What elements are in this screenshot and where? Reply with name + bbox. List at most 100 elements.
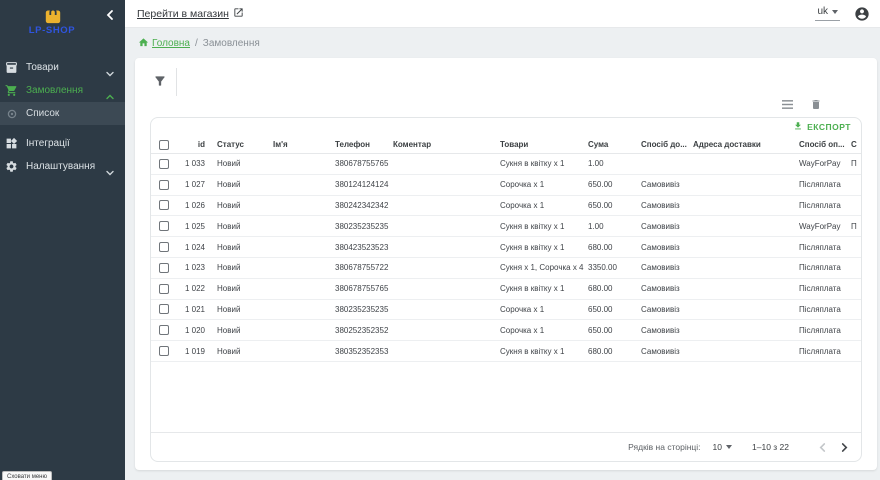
column-header-status[interactable]: Статус [217,140,244,149]
cell-delivery_method: Самовивіз [641,200,680,210]
chevron-down-icon [106,163,114,181]
row-checkbox[interactable] [159,158,169,169]
column-header-goods[interactable]: Товари [500,140,529,149]
table-row[interactable]: 1 020 Новий 380252352352 Сорочка x 1 650.00 С… [151,320,861,342]
table-row[interactable]: 1 021 Новий 380235235235 Сорочка x 1 650.00 С… [151,300,861,321]
cell-sum: 1.00 [588,159,604,169]
account-icon[interactable] [854,6,870,22]
cell-sum: 650.00 [588,200,613,210]
sidebar-item-integrations[interactable]: Інтеграції [0,132,125,155]
cell-phone: 380423523523 [335,242,389,252]
brand-name: LP-SHOP [28,25,76,36]
row-checkbox[interactable] [159,262,169,273]
pagination: Рядків на сторінці: 10 1–10 з 22 [151,432,861,461]
cell-payment_method: Післяплата [799,200,841,210]
column-header-delivery_address[interactable]: Адреса доставки [693,140,761,149]
checkbox-cell [151,221,179,232]
checkbox-cell [151,304,179,315]
table-row[interactable]: 1 019 Новий 380352352353 Сукня в квітку x 1… [151,341,861,362]
row-checkbox[interactable] [159,221,169,232]
table-row[interactable]: 1 024 Новий 380423523523 Сукня в квітку x 1… [151,237,861,258]
sidebar-item-products[interactable]: Товари [0,56,125,79]
sidebar-item-orders[interactable]: Замовлення [0,79,125,102]
table-row[interactable]: 1 033 Новий 380678755765 Сукня в квітку x 1… [151,154,861,175]
cell-status: Новий [217,159,241,169]
table-actions [781,98,822,111]
cell-status: Новий [217,304,241,314]
cell-sum: 680.00 [588,346,613,356]
column-header-comment[interactable]: Коментар [393,140,432,149]
cell-delivery_method: Самовивіз [641,221,680,231]
table-empty-space [151,362,861,432]
checkbox-cell [151,325,179,336]
export-button[interactable]: ЕКСПОРТ [789,119,855,135]
table-header-row: id Статус Ім'я Телефон Коментар Товари Сума Спо… [151,136,861,154]
table-row[interactable]: 1 026 Новий 380242342342 Сорочка x 1 650.00 С… [151,196,861,217]
filter-icon[interactable] [153,74,169,90]
row-checkbox[interactable] [159,283,169,294]
next-page-button[interactable] [837,440,851,454]
column-header-phone[interactable]: Телефон [335,140,370,149]
cell-status: Новий [217,263,241,273]
cell-id: 1 021 [184,304,205,314]
cell-payment_method: Післяплата [799,263,841,273]
box-icon [4,60,19,75]
cell-phone: 380242342342 [335,200,389,210]
cell-goods: Сорочка x 1 [500,180,545,190]
cell-goods: Сукня x 1, Сорочка x 4 [500,263,584,273]
select-all-checkbox[interactable] [159,139,169,150]
cell-id: 1 020 [184,325,205,335]
column-header-name[interactable]: Ім'я [273,140,288,149]
column-header-sum[interactable]: Сума [588,140,609,149]
breadcrumb-home-link[interactable]: Головна [138,37,190,51]
cell-payment_method: WayForPay [799,159,841,169]
cell-phone: 380678755765 [335,159,389,169]
cell-delivery_method: Самовивіз [641,263,680,273]
column-header-payment_status[interactable]: С [851,140,857,149]
row-checkbox[interactable] [159,346,169,357]
rows-per-page-select[interactable]: 10 [712,442,733,452]
prev-page-button[interactable] [815,440,829,454]
cell-delivery_method: Самовивіз [641,242,680,252]
language-select[interactable]: uk [815,6,840,21]
row-checkbox[interactable] [159,179,169,190]
trash-icon[interactable] [810,98,822,111]
sidebar-item-orders-list[interactable]: Список [0,102,125,125]
table-row[interactable]: 1 025 Новий 380235235235 Сукня в квітку x 1… [151,216,861,238]
cell-goods: Сорочка x 1 [500,304,545,314]
checkbox-cell [151,262,179,273]
sidebar-item-label: Список [26,108,60,119]
table-row[interactable]: 1 027 Новий 380124124124 Сорочка x 1 650.00 С… [151,175,861,196]
cell-payment_method: WayForPay [799,221,841,231]
density-list-icon[interactable] [781,99,794,110]
sidebar-nav: Товари Замовлення Список [0,56,125,178]
cell-status: Новий [217,180,241,190]
row-checkbox[interactable] [159,200,169,211]
cell-sum: 3350.00 [588,263,617,273]
sidebar-item-settings[interactable]: Налаштування [0,155,125,178]
language-value: uk [817,6,828,17]
row-checkbox[interactable] [159,304,169,315]
table-row[interactable]: 1 023 Новий 380678755722 Сукня x 1, Сорочка… [151,258,861,279]
cell-status: Новий [217,242,241,252]
column-header-payment_method[interactable]: Спосіб оп... [799,140,845,149]
cell-id: 1 023 [184,263,205,273]
column-header-id[interactable]: id [197,140,205,149]
sidebar-collapse-button[interactable] [103,8,117,22]
cell-id: 1 019 [184,346,205,356]
go-to-store-link[interactable]: Перейти в магазин [137,7,244,21]
gear-icon [4,159,19,174]
table-row[interactable]: 1 022 Новий 380678755765 Сукня в квітку x 1… [151,279,861,300]
column-header-delivery_method[interactable]: Спосіб до... [641,140,687,149]
cell-sum: 1.00 [588,221,604,231]
cell-payment_status: П [851,221,857,231]
row-checkbox[interactable] [159,242,169,253]
cell-sum: 680.00 [588,242,613,252]
topbar-right: uk [815,6,870,22]
cell-goods: Сукня в квітку x 1 [500,221,565,231]
cell-id: 1 027 [184,180,205,190]
external-link-icon [233,7,244,21]
row-checkbox[interactable] [159,325,169,336]
checkbox-cell [151,158,179,169]
rows-per-page-value: 10 [712,442,723,452]
